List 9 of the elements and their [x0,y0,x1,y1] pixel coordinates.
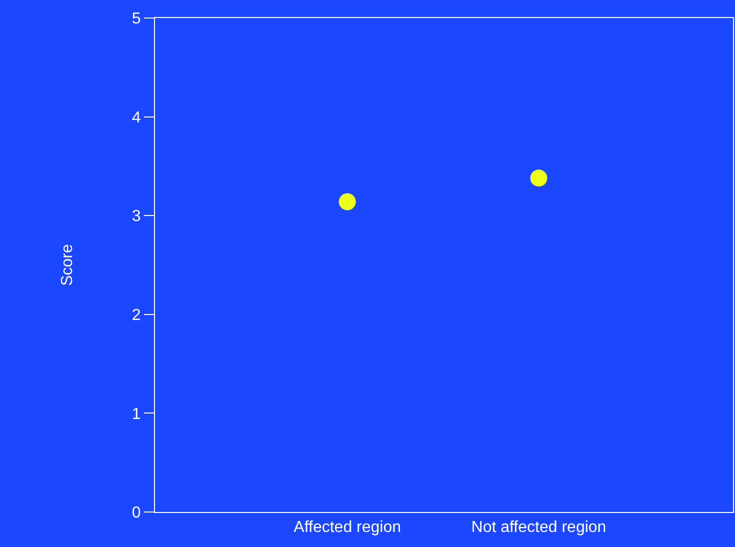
y-tick-label: 2 [132,307,141,324]
y-tick-label: 5 [132,10,141,28]
y-axis-title: Score [58,244,76,286]
y-tick-label: 0 [132,504,141,522]
x-tick-label: Affected region [294,519,402,536]
x-tick-label: Not affected region [471,519,606,536]
y-tick-label: 1 [132,406,141,423]
y-tick-label: 3 [132,208,141,226]
y-tick-label: 4 [132,109,141,126]
